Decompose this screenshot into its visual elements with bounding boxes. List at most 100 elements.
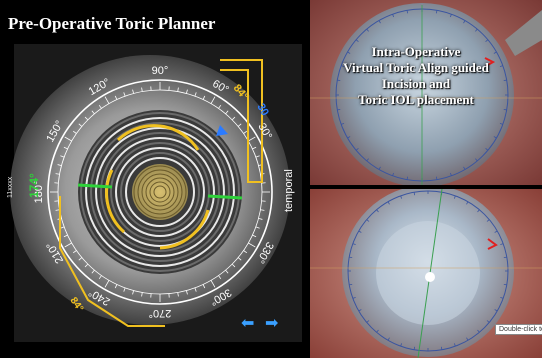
tick-mark — [60, 226, 65, 229]
ring-tick — [392, 172, 394, 176]
ring-tick — [477, 329, 480, 333]
ring-tick — [503, 109, 507, 111]
ring-tick — [500, 296, 504, 299]
ring-tick — [349, 256, 353, 259]
tick-mark — [237, 257, 242, 261]
tick-mark — [78, 123, 83, 127]
tick-mark — [210, 96, 216, 104]
lower-yellow-arc — [159, 209, 210, 250]
intra-op-photo-top: Intra-Operative Virtual Toric Align guid… — [310, 0, 542, 185]
tick-mark — [258, 218, 263, 220]
tick-mark — [72, 130, 77, 134]
tick-mark — [114, 284, 118, 289]
tick-mark — [177, 87, 179, 92]
ring-tick — [466, 337, 469, 341]
angle-label: 270° — [149, 307, 172, 319]
red-marker-bottom — [487, 238, 498, 250]
tick-mark — [64, 136, 72, 142]
ring-tick — [400, 343, 403, 347]
ring-tick — [503, 79, 507, 81]
tick-mark — [91, 110, 95, 115]
ring-tick — [352, 296, 356, 299]
upper-yellow-arc — [116, 124, 200, 151]
tick-mark — [243, 130, 248, 134]
tick-mark — [123, 92, 126, 97]
placido-ring — [120, 152, 200, 232]
tick-mark — [64, 242, 72, 248]
tick-mark — [255, 155, 260, 158]
yellow-frame-top — [220, 59, 263, 183]
nav-left-icon[interactable]: ⬅ — [241, 315, 254, 332]
tick-mark — [248, 136, 256, 142]
tick-mark — [55, 173, 60, 175]
tick-mark — [123, 287, 126, 292]
pre-op-planner-panel: Pre-Operative Toric Planner — [7, 14, 302, 342]
ring-tick — [406, 10, 408, 14]
tick-mark — [72, 250, 77, 254]
ring-tick — [450, 14, 452, 18]
tick-mark — [237, 123, 242, 127]
ring-tick — [341, 123, 345, 125]
ring-tick — [436, 176, 438, 180]
tick-mark — [210, 280, 216, 288]
left-yellow-arc — [105, 169, 126, 234]
ring-tick — [453, 195, 456, 199]
ring-tick — [387, 201, 390, 205]
blue-value-label: 30 — [254, 102, 271, 119]
tick-mark — [186, 89, 188, 94]
tick-mark — [252, 146, 257, 150]
temporal-label: temporal — [283, 169, 295, 212]
outer-reference-ring — [47, 79, 273, 305]
ring-tick — [503, 283, 507, 286]
tick-mark — [218, 275, 222, 280]
vertical-id-label: 11xxxx — [7, 176, 14, 198]
nav-right-icon[interactable]: ➡ — [265, 315, 278, 332]
inner-ring — [137, 169, 183, 215]
ring-tick — [499, 123, 503, 125]
tick-mark — [194, 287, 197, 292]
tick-mark — [60, 155, 65, 158]
placido-ring — [85, 117, 235, 267]
ring-tick — [485, 148, 489, 151]
tick-mark — [186, 290, 188, 295]
tick-mark — [231, 116, 236, 121]
ring-tick — [376, 329, 379, 333]
ring-tick — [355, 39, 359, 42]
tick-mark — [78, 257, 83, 261]
yellow-frame-bottom — [59, 196, 165, 327]
tick-mark — [84, 263, 89, 268]
placido-ring — [125, 157, 195, 227]
ring-tick — [463, 166, 466, 170]
ring-tick — [347, 136, 351, 139]
green-axis-right — [207, 194, 243, 200]
ring-tick — [358, 309, 362, 312]
instrument — [505, 10, 542, 56]
ring-tick — [392, 14, 394, 18]
tick-mark — [132, 290, 134, 295]
ring-tick — [378, 20, 381, 24]
ring-tick — [486, 320, 490, 323]
ring-tick — [493, 136, 497, 139]
tick-mark — [114, 95, 118, 100]
tick-mark — [243, 250, 248, 254]
tick-mark — [177, 292, 179, 297]
tick-mark — [98, 104, 102, 109]
tick-mark — [225, 269, 229, 274]
inner-ring — [141, 173, 179, 211]
tick-mark — [141, 292, 143, 297]
ring-tick — [376, 209, 379, 213]
intra-op-photo-bottom: Double-click to ... — [310, 189, 542, 358]
ring-tick — [463, 20, 466, 24]
overlay-caption: Intra-Operative Virtual Toric Align guid… — [343, 44, 489, 107]
angle-label: 180° — [33, 181, 45, 204]
ring-tick — [366, 158, 369, 162]
ring-tick — [378, 166, 381, 170]
ring-tick — [493, 51, 497, 54]
ring-tick — [400, 195, 403, 199]
tick-mark — [91, 269, 95, 274]
tick-mark — [225, 110, 229, 115]
placido-ring — [110, 142, 210, 242]
tick-mark — [194, 92, 197, 97]
ring-tick — [366, 219, 370, 222]
light-reflex — [425, 272, 435, 282]
